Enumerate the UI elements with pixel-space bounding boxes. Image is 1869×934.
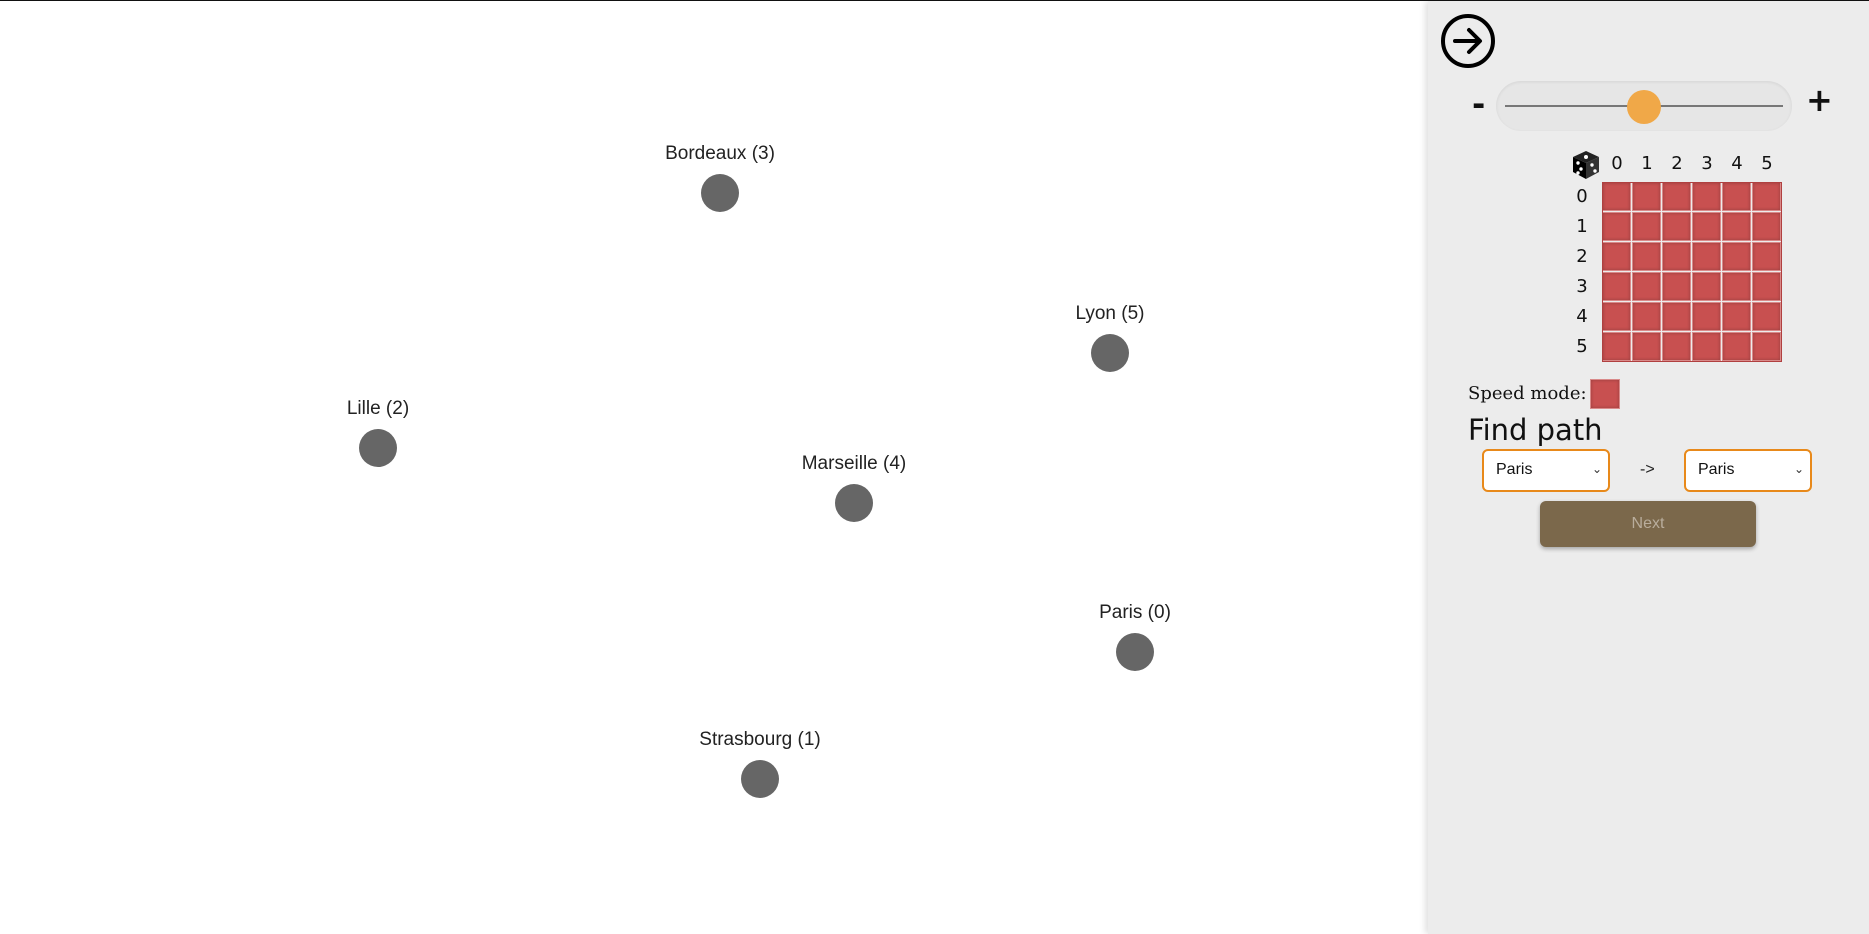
matrix-cell[interactable] <box>1602 332 1631 361</box>
matrix-cell[interactable] <box>1722 302 1751 331</box>
matrix-cell[interactable] <box>1662 332 1691 361</box>
node-circle[interactable] <box>1091 334 1129 372</box>
matrix-cell[interactable] <box>1662 242 1691 271</box>
matrix-cell[interactable] <box>1602 272 1631 301</box>
matrix-col-header: 0 <box>1611 153 1623 174</box>
graph-canvas[interactable]: Bordeaux (3) Lyon (5) Lille (2) Marseill… <box>0 1 1428 934</box>
matrix-cell[interactable] <box>1722 212 1751 241</box>
matrix-row-header: 2 <box>1576 246 1588 267</box>
matrix-cell[interactable] <box>1752 182 1781 211</box>
matrix-cell[interactable] <box>1602 302 1631 331</box>
matrix-col-header: 3 <box>1701 153 1713 174</box>
matrix-row-header: 3 <box>1576 276 1588 297</box>
matrix-cell[interactable] <box>1632 272 1661 301</box>
node-label: Lille (2) <box>346 398 410 419</box>
matrix-cell[interactable] <box>1662 272 1691 301</box>
matrix-cell[interactable] <box>1722 182 1751 211</box>
zoom-slider-thumb[interactable] <box>1627 90 1661 124</box>
node-circle[interactable] <box>1116 633 1154 671</box>
find-path-heading: Find path <box>1468 413 1603 447</box>
matrix-cell[interactable] <box>1602 182 1631 211</box>
matrix-cell[interactable] <box>1692 332 1721 361</box>
speed-mode-label: Speed mode: <box>1468 383 1587 404</box>
matrix-row-header: 4 <box>1576 306 1588 327</box>
matrix-cell[interactable] <box>1632 212 1661 241</box>
speed-mode-toggle[interactable] <box>1590 379 1620 409</box>
matrix-cell[interactable] <box>1752 242 1781 271</box>
matrix-cell[interactable] <box>1662 302 1691 331</box>
matrix-row-header: 5 <box>1576 336 1588 357</box>
matrix-cell[interactable] <box>1692 272 1721 301</box>
matrix-cell[interactable] <box>1602 242 1631 271</box>
node-circle[interactable] <box>701 174 739 212</box>
matrix-col-header: 1 <box>1641 153 1653 174</box>
matrix-col-header: 2 <box>1671 153 1683 174</box>
path-arrow-label: -> <box>1640 461 1655 478</box>
matrix-cell[interactable] <box>1752 302 1781 331</box>
dice-icon[interactable] <box>1570 149 1602 181</box>
matrix-col-header: 4 <box>1731 153 1743 174</box>
node-circle[interactable] <box>835 484 873 522</box>
from-city-value: Paris <box>1496 461 1533 478</box>
node-label: Paris (0) <box>1099 602 1171 623</box>
node-circle[interactable] <box>741 760 779 798</box>
chevron-down-icon: ⌄ <box>1793 462 1804 476</box>
chevron-down-icon: ⌄ <box>1591 462 1602 476</box>
matrix-cell[interactable] <box>1752 332 1781 361</box>
node-label: Strasbourg (1) <box>699 729 821 750</box>
to-city-value: Paris <box>1698 461 1735 478</box>
matrix-cell[interactable] <box>1722 272 1751 301</box>
matrix-cell[interactable] <box>1662 212 1691 241</box>
matrix-row-header: 0 <box>1576 186 1588 207</box>
node-label: Bordeaux (3) <box>665 143 775 164</box>
matrix-col-header: 5 <box>1761 153 1773 174</box>
matrix-cell[interactable] <box>1692 212 1721 241</box>
matrix-cell[interactable] <box>1692 302 1721 331</box>
matrix-cell[interactable] <box>1692 182 1721 211</box>
next-button[interactable]: Next <box>1540 501 1756 547</box>
node-label: Marseille (4) <box>801 453 907 474</box>
zoom-in-label[interactable]: + <box>1806 81 1833 119</box>
matrix-cell[interactable] <box>1722 242 1751 271</box>
matrix-cell[interactable] <box>1752 272 1781 301</box>
node-circle[interactable] <box>359 429 397 467</box>
matrix-row-header: 1 <box>1576 216 1588 237</box>
node-label: Lyon (5) <box>1075 303 1145 324</box>
matrix-cell[interactable] <box>1632 182 1661 211</box>
from-city-select[interactable]: Paris ⌄ <box>1482 449 1610 492</box>
matrix-cell[interactable] <box>1632 332 1661 361</box>
matrix-cell[interactable] <box>1692 242 1721 271</box>
arrow-right-circle-icon[interactable] <box>1440 13 1496 69</box>
matrix-cell[interactable] <box>1632 302 1661 331</box>
matrix-cell[interactable] <box>1662 182 1691 211</box>
zoom-slider[interactable] <box>1496 81 1792 131</box>
matrix-cell[interactable] <box>1602 212 1631 241</box>
matrix-cell[interactable] <box>1722 332 1751 361</box>
to-city-select[interactable]: Paris ⌄ <box>1684 449 1812 492</box>
zoom-out-label[interactable]: - <box>1472 85 1486 123</box>
matrix-cell[interactable] <box>1632 242 1661 271</box>
matrix-cell[interactable] <box>1752 212 1781 241</box>
